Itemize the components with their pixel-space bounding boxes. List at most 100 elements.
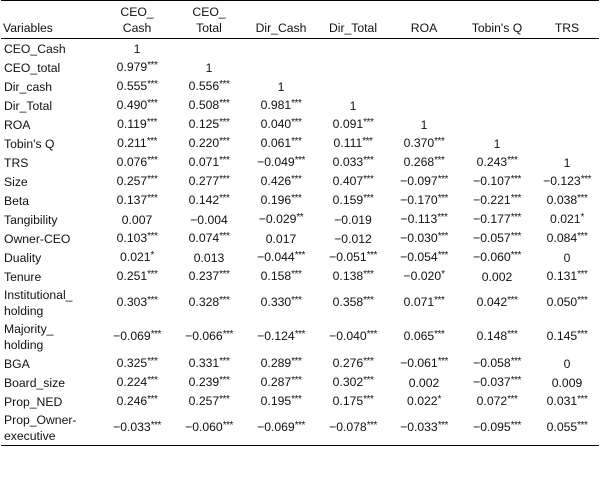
table-cell: 0.325*** bbox=[116, 355, 158, 370]
header-col-7: TRS bbox=[554, 21, 580, 35]
table-cell: −0.177*** bbox=[473, 211, 521, 226]
table-cell: 0.211*** bbox=[117, 135, 157, 150]
significance-stars: *** bbox=[362, 135, 373, 147]
row-variable-label: Tenure bbox=[4, 269, 42, 284]
significance-stars: *** bbox=[219, 230, 230, 242]
table-cell: 0.021* bbox=[550, 211, 585, 226]
table-cell: −0.124*** bbox=[257, 329, 305, 343]
table-cell: 0.237*** bbox=[188, 268, 230, 283]
significance-stars: *** bbox=[294, 420, 306, 431]
table-cell: −0.029** bbox=[258, 211, 304, 226]
table-cell: 0.009 bbox=[551, 375, 583, 390]
table-row: Dir_Total 0.490*** 0.508*** 0.981*** 1 bbox=[1, 96, 599, 115]
table-cell: 0.407*** bbox=[332, 173, 374, 188]
header-col-1: CEO_ Cash bbox=[120, 5, 154, 35]
table-cell: 0.038*** bbox=[546, 192, 588, 207]
table-cell: −0.060*** bbox=[185, 420, 233, 434]
table-cell: 0.328*** bbox=[188, 295, 230, 309]
table-row: TRS 0.076*** 0.071*** −0.049*** 0.033*** 0.26… bbox=[1, 153, 599, 172]
significance-stars: *** bbox=[219, 135, 230, 147]
table-cell: 0.002 bbox=[408, 375, 440, 390]
table-cell: 0.125*** bbox=[188, 116, 230, 131]
table-cell bbox=[535, 77, 599, 96]
significance-stars: *** bbox=[219, 268, 230, 280]
table-cell bbox=[535, 39, 599, 59]
table-cell: 0.145*** bbox=[546, 329, 588, 343]
table-cell bbox=[535, 115, 599, 134]
table-cell: −0.037*** bbox=[473, 374, 521, 389]
table-cell: −0.097*** bbox=[400, 173, 448, 188]
header-col-2: CEO_ Total bbox=[192, 5, 226, 35]
significance-stars: *** bbox=[510, 249, 522, 261]
row-variable-label: Duality bbox=[4, 250, 42, 265]
table-cell bbox=[535, 58, 599, 77]
significance-stars: *** bbox=[437, 192, 449, 204]
table-row: CEO_Cash 1 bbox=[1, 39, 599, 59]
table-row: Tenure 0.251*** 0.237*** 0.158*** 0.138*** −0… bbox=[1, 267, 599, 286]
table-row: Majority_ holding −0.069*** −0.066*** −0.124… bbox=[1, 320, 599, 354]
correlation-table: Variables CEO_ Cash CEO_ Total Dir_Cash Dir_To… bbox=[1, 0, 599, 446]
table-cell: 0.131*** bbox=[546, 268, 588, 283]
significance-stars: *** bbox=[510, 192, 522, 204]
table-cell: −0.058*** bbox=[473, 355, 521, 370]
table-cell: 0.042*** bbox=[476, 295, 518, 309]
significance-stars: *** bbox=[510, 230, 522, 242]
significance-stars: *** bbox=[437, 211, 448, 223]
row-variable-label: Dir_cash bbox=[4, 79, 53, 94]
table-cell: −0.221*** bbox=[473, 192, 522, 207]
table-cell: 0.302*** bbox=[332, 374, 374, 389]
row-variable-label: Majority_ holding bbox=[4, 322, 54, 352]
table-cell bbox=[459, 115, 535, 134]
significance-stars: ** bbox=[296, 211, 304, 223]
significance-stars: *** bbox=[291, 393, 302, 405]
significance-stars: *** bbox=[219, 97, 230, 109]
significance-stars: *** bbox=[363, 192, 374, 204]
significance-stars: * bbox=[437, 393, 442, 405]
table-cell: −0.078*** bbox=[329, 420, 377, 434]
table-cell: −0.019 bbox=[334, 212, 372, 227]
header-row: Variables CEO_ Cash CEO_ Total Dir_Cash Dir_To… bbox=[1, 0, 599, 39]
table-cell: 0.119*** bbox=[117, 116, 157, 131]
table-cell: 0.251*** bbox=[116, 268, 158, 283]
table-cell: 0.021* bbox=[120, 249, 154, 264]
significance-stars: *** bbox=[291, 173, 302, 185]
table-cell: 1 bbox=[277, 79, 285, 94]
table-cell bbox=[317, 39, 389, 59]
table-cell: 0.556*** bbox=[188, 78, 230, 93]
table-cell: 0.257*** bbox=[116, 173, 158, 188]
row-variable-label: BGA bbox=[4, 356, 30, 371]
table-cell: 0.071*** bbox=[403, 295, 445, 309]
table-cell bbox=[173, 39, 245, 59]
significance-stars: *** bbox=[294, 154, 306, 166]
table-cell bbox=[459, 58, 535, 77]
table-cell bbox=[535, 134, 599, 153]
table-row: ROA 0.119*** 0.125*** 0.040*** 0.091*** 1 bbox=[1, 115, 599, 134]
table-cell: 0.148*** bbox=[476, 329, 518, 343]
header-col-5: ROA bbox=[410, 21, 438, 35]
significance-stars: *** bbox=[222, 329, 234, 340]
table-cell: −0.060*** bbox=[473, 249, 522, 264]
table-cell: −0.049*** bbox=[257, 154, 306, 169]
table-cell: 1 bbox=[205, 60, 213, 75]
significance-stars: *** bbox=[577, 268, 588, 280]
significance-stars: *** bbox=[291, 268, 302, 280]
header-col-3: Dir_Cash bbox=[255, 21, 307, 35]
table-cell bbox=[459, 77, 535, 96]
row-variable-label: CEO_total bbox=[4, 60, 61, 75]
table-cell: 0.257*** bbox=[188, 393, 230, 408]
table-cell: −0.069*** bbox=[113, 329, 161, 343]
row-variable-label: Tobin's Q bbox=[4, 136, 55, 151]
significance-stars: * bbox=[580, 211, 585, 223]
significance-stars: *** bbox=[507, 329, 518, 340]
significance-stars: *** bbox=[363, 154, 374, 166]
table-row: Tobin's Q 0.211*** 0.220*** 0.061*** 0.111**… bbox=[1, 134, 599, 153]
significance-stars: *** bbox=[147, 97, 158, 109]
table-cell: 0.981*** bbox=[260, 97, 302, 112]
significance-stars: *** bbox=[507, 154, 518, 166]
significance-stars: *** bbox=[291, 192, 302, 204]
table-row: Board_size 0.224*** 0.239*** 0.287*** 0.302*… bbox=[1, 373, 599, 392]
significance-stars: *** bbox=[291, 116, 302, 128]
significance-stars: *** bbox=[219, 192, 230, 204]
table-cell: −0.033*** bbox=[400, 420, 448, 434]
